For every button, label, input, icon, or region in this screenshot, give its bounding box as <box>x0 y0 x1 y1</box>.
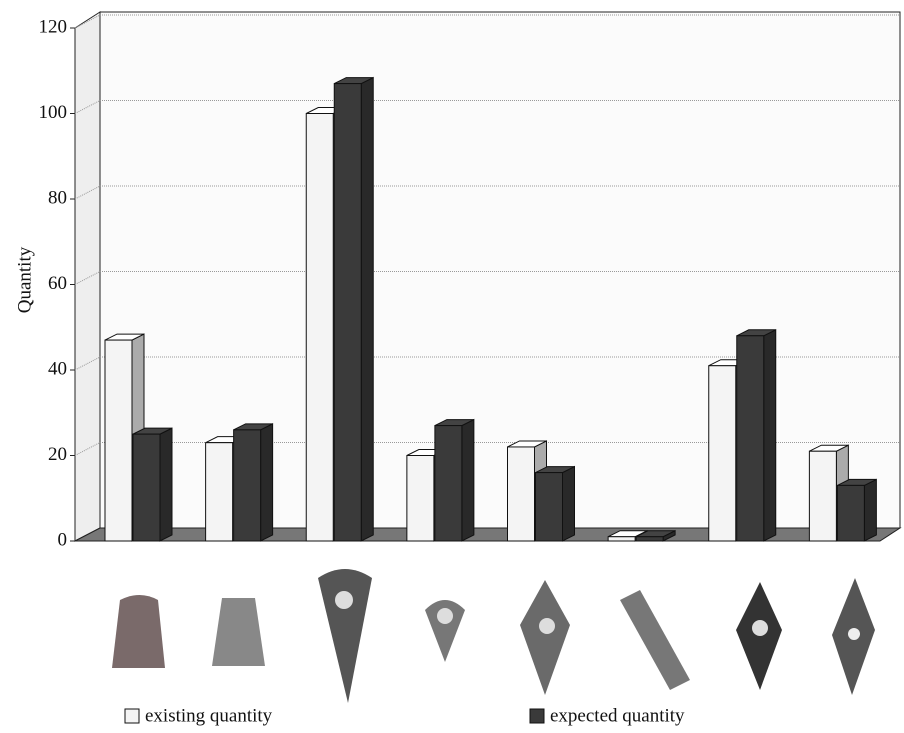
bar <box>636 537 663 541</box>
bar <box>508 447 535 541</box>
bar <box>435 426 462 541</box>
y-tick-label: 20 <box>48 444 67 465</box>
bar <box>206 443 233 541</box>
legend-marker <box>530 709 544 723</box>
bar-side <box>160 428 172 541</box>
bar-side <box>261 424 273 541</box>
bar <box>608 537 635 541</box>
icon <box>112 595 165 668</box>
side-wall <box>75 12 100 541</box>
bar-side <box>462 420 474 541</box>
bar-side <box>864 479 876 541</box>
icon <box>318 569 372 703</box>
y-tick-label: 60 <box>48 273 67 294</box>
y-tick-label: 100 <box>39 102 68 123</box>
bar <box>133 434 160 541</box>
bar <box>809 451 836 541</box>
icon <box>212 598 265 666</box>
y-axis-label: Quantity <box>14 246 35 313</box>
chart: Quantity 0 20 40 60 80 100 120 existing quantit… <box>0 0 904 733</box>
icon <box>539 618 555 634</box>
bar <box>407 456 434 542</box>
icon <box>848 628 860 640</box>
bar-side <box>361 78 373 541</box>
icon <box>736 582 782 690</box>
icon <box>520 580 570 695</box>
icon <box>620 590 690 690</box>
icon <box>752 620 768 636</box>
bar <box>709 366 736 541</box>
y-tick-label: 40 <box>48 358 67 379</box>
bar <box>737 336 764 541</box>
bar-side <box>563 467 575 541</box>
page: Quantity 0 20 40 60 80 100 120 existing quantit… <box>0 0 904 733</box>
bar <box>334 84 361 541</box>
category-icons <box>112 569 875 703</box>
bar <box>837 485 864 541</box>
legend-marker <box>125 709 139 723</box>
bar <box>105 340 132 541</box>
icon <box>335 591 353 609</box>
bar <box>306 114 333 542</box>
y-tick-label: 120 <box>39 16 68 37</box>
y-tick-label: 0 <box>58 529 68 550</box>
legend-label: expected quantity <box>550 705 685 726</box>
icon <box>437 608 453 624</box>
bar-side <box>764 330 776 541</box>
y-tick-label: 80 <box>48 187 67 208</box>
legend-label: existing quantity <box>145 705 273 726</box>
bar <box>536 473 563 541</box>
bar <box>234 430 261 541</box>
